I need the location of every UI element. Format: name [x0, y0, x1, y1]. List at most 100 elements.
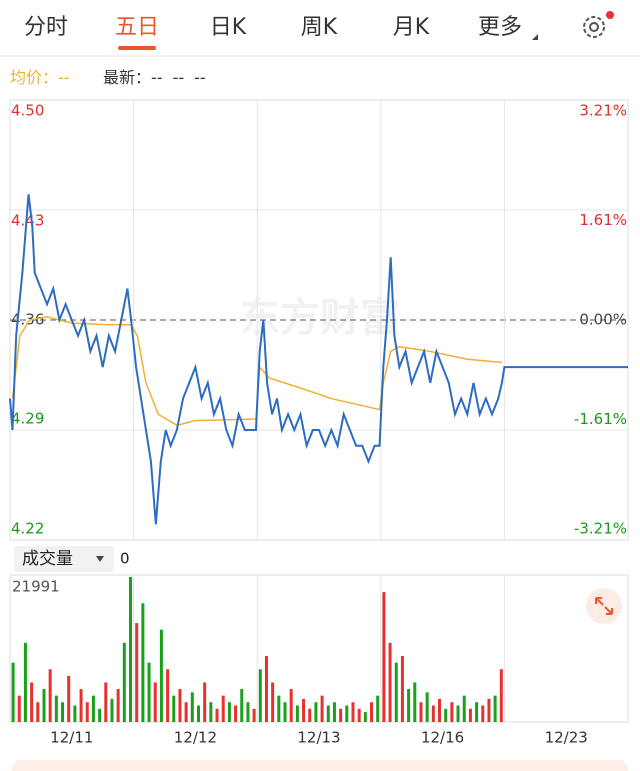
y2-tick-label: -3.21% — [574, 520, 627, 538]
y-tick-label: 4.36 — [11, 311, 44, 329]
volume-bar — [11, 662, 15, 722]
y-tick-label: 4.50 — [11, 102, 44, 120]
tab[interactable]: 日K — [210, 15, 247, 40]
volume-bar — [42, 689, 46, 722]
volume-bar — [91, 695, 95, 722]
volume-bar — [61, 702, 65, 722]
volume-bar — [135, 623, 139, 722]
expand-bg — [586, 588, 622, 624]
volume-bar — [320, 695, 324, 722]
y-tick-label: 4.22 — [11, 520, 44, 538]
volume-bar — [326, 705, 330, 722]
volume-bar — [240, 689, 244, 722]
volume-bar — [314, 702, 318, 722]
legend-name: 最新 — [103, 68, 135, 87]
x-tick-label: 12/11 — [50, 729, 93, 747]
volume-bar — [153, 682, 157, 722]
volume-bar — [283, 702, 287, 722]
volume-bar — [172, 695, 176, 722]
volume-bar — [370, 702, 374, 722]
volume-bar — [456, 705, 460, 722]
settings-button[interactable] — [583, 11, 614, 38]
tab[interactable]: 更多 — [478, 15, 522, 40]
volume-bar — [141, 603, 145, 722]
volume-bar — [196, 705, 200, 722]
volume-bar — [252, 708, 256, 722]
tab[interactable]: 月K — [393, 15, 430, 40]
volume-dropdown[interactable]: 成交量 — [14, 546, 114, 572]
volume-bar — [98, 708, 102, 722]
volume-bar — [499, 669, 503, 722]
volume-bar — [308, 708, 312, 722]
price-line — [9, 194, 628, 525]
tab[interactable]: 五日 — [115, 15, 159, 40]
legend-average: 均价：-- — [10, 68, 70, 87]
price-line — [11, 316, 502, 427]
volume-bar — [48, 669, 52, 722]
volume-frame — [9, 574, 629, 723]
volume-bar — [30, 682, 34, 722]
volume-bar — [190, 692, 194, 722]
notification-dot — [606, 11, 614, 19]
bottom-banner — [12, 760, 628, 771]
volume-bar — [159, 629, 163, 722]
legend-value: -- — [173, 68, 185, 87]
gear-hub — [589, 22, 599, 32]
volume-bar — [332, 702, 336, 722]
legend-latest: 最新：-- -- -- — [103, 68, 206, 87]
tab-underline — [118, 46, 156, 50]
volume-bar — [79, 689, 83, 722]
volume-bar — [468, 708, 472, 722]
volume-bar — [438, 698, 442, 722]
gear-icon — [583, 16, 605, 38]
volume-bar — [104, 682, 108, 722]
volume-bar — [116, 689, 120, 722]
volume-bar — [351, 702, 355, 722]
volume-bar — [289, 689, 293, 722]
volume-bar — [264, 656, 268, 722]
tab[interactable]: 分时 — [24, 15, 68, 40]
volume-bar — [147, 662, 151, 722]
volume-bar — [67, 675, 71, 722]
volume-bar — [493, 695, 497, 722]
volume-bar — [227, 702, 231, 722]
legend-value: -- — [151, 68, 163, 87]
volume-bar — [203, 682, 207, 722]
volume-bar — [184, 702, 188, 722]
expand-button[interactable] — [586, 588, 622, 624]
volume-bar — [129, 577, 133, 722]
x-tick-label: 12/12 — [174, 729, 217, 747]
volume-bar — [431, 705, 435, 722]
volume-bar — [419, 702, 423, 722]
volume-bar — [302, 698, 306, 722]
dropdown-arrow — [96, 556, 104, 562]
volume-bar — [487, 698, 491, 722]
volume-bar — [277, 695, 281, 722]
legend-separator: ： — [42, 68, 58, 87]
volume-bar — [54, 695, 58, 722]
volume-bar — [178, 689, 182, 722]
volume-bar — [166, 669, 170, 722]
x-tick-label: 12/13 — [297, 729, 340, 747]
volume-bar — [17, 695, 21, 722]
volume-bar — [73, 705, 77, 722]
volume-bar — [407, 689, 411, 722]
volume-bar — [295, 705, 299, 722]
volume-bar — [345, 705, 349, 722]
tab[interactable]: 周K — [301, 15, 338, 40]
volume-bar — [450, 702, 454, 722]
volume-bar — [363, 712, 367, 722]
legend-separator: ： — [135, 68, 151, 87]
volume-bar — [481, 705, 485, 722]
dropdown-label: 成交量 — [22, 549, 73, 569]
legend-name: 均价 — [10, 68, 42, 87]
volume-bar — [462, 695, 466, 722]
volume-bar — [215, 708, 219, 722]
volume-bar — [388, 642, 392, 722]
volume-bar — [209, 702, 213, 722]
legend-value: -- — [194, 68, 206, 87]
dropdown-bg — [14, 546, 114, 572]
more-triangle — [532, 34, 538, 40]
volume-tick-label: 21991 — [12, 578, 60, 596]
